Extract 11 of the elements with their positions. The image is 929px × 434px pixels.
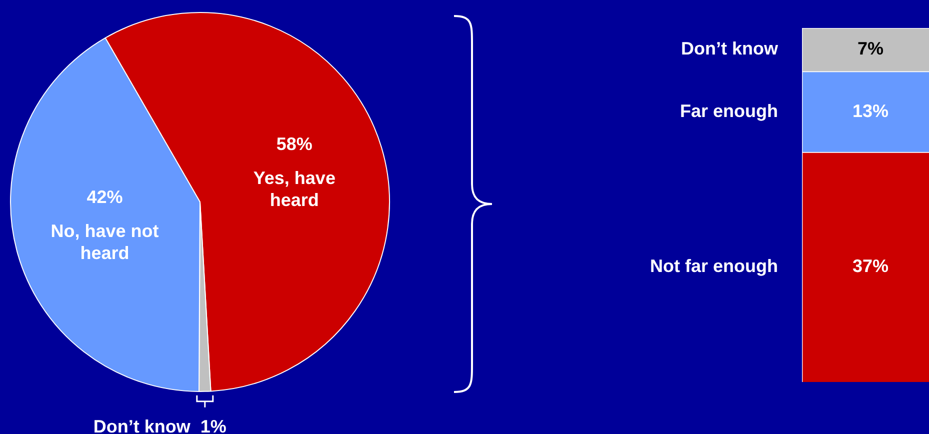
data-label: 37% [852, 256, 889, 276]
data-label: 13% [852, 100, 889, 121]
series-label: Not far enough [650, 256, 778, 276]
slice-label: Yes, have heard [253, 168, 336, 210]
data-label: 58% [276, 134, 312, 154]
slice-label: Don’t know 1% [93, 416, 226, 434]
series-label: Don’t know [681, 38, 779, 59]
series-label: Far enough [680, 100, 778, 121]
data-label: 42% [86, 187, 123, 208]
slice-label: No, have not heard [50, 221, 159, 264]
data-label: 7% [857, 38, 884, 59]
